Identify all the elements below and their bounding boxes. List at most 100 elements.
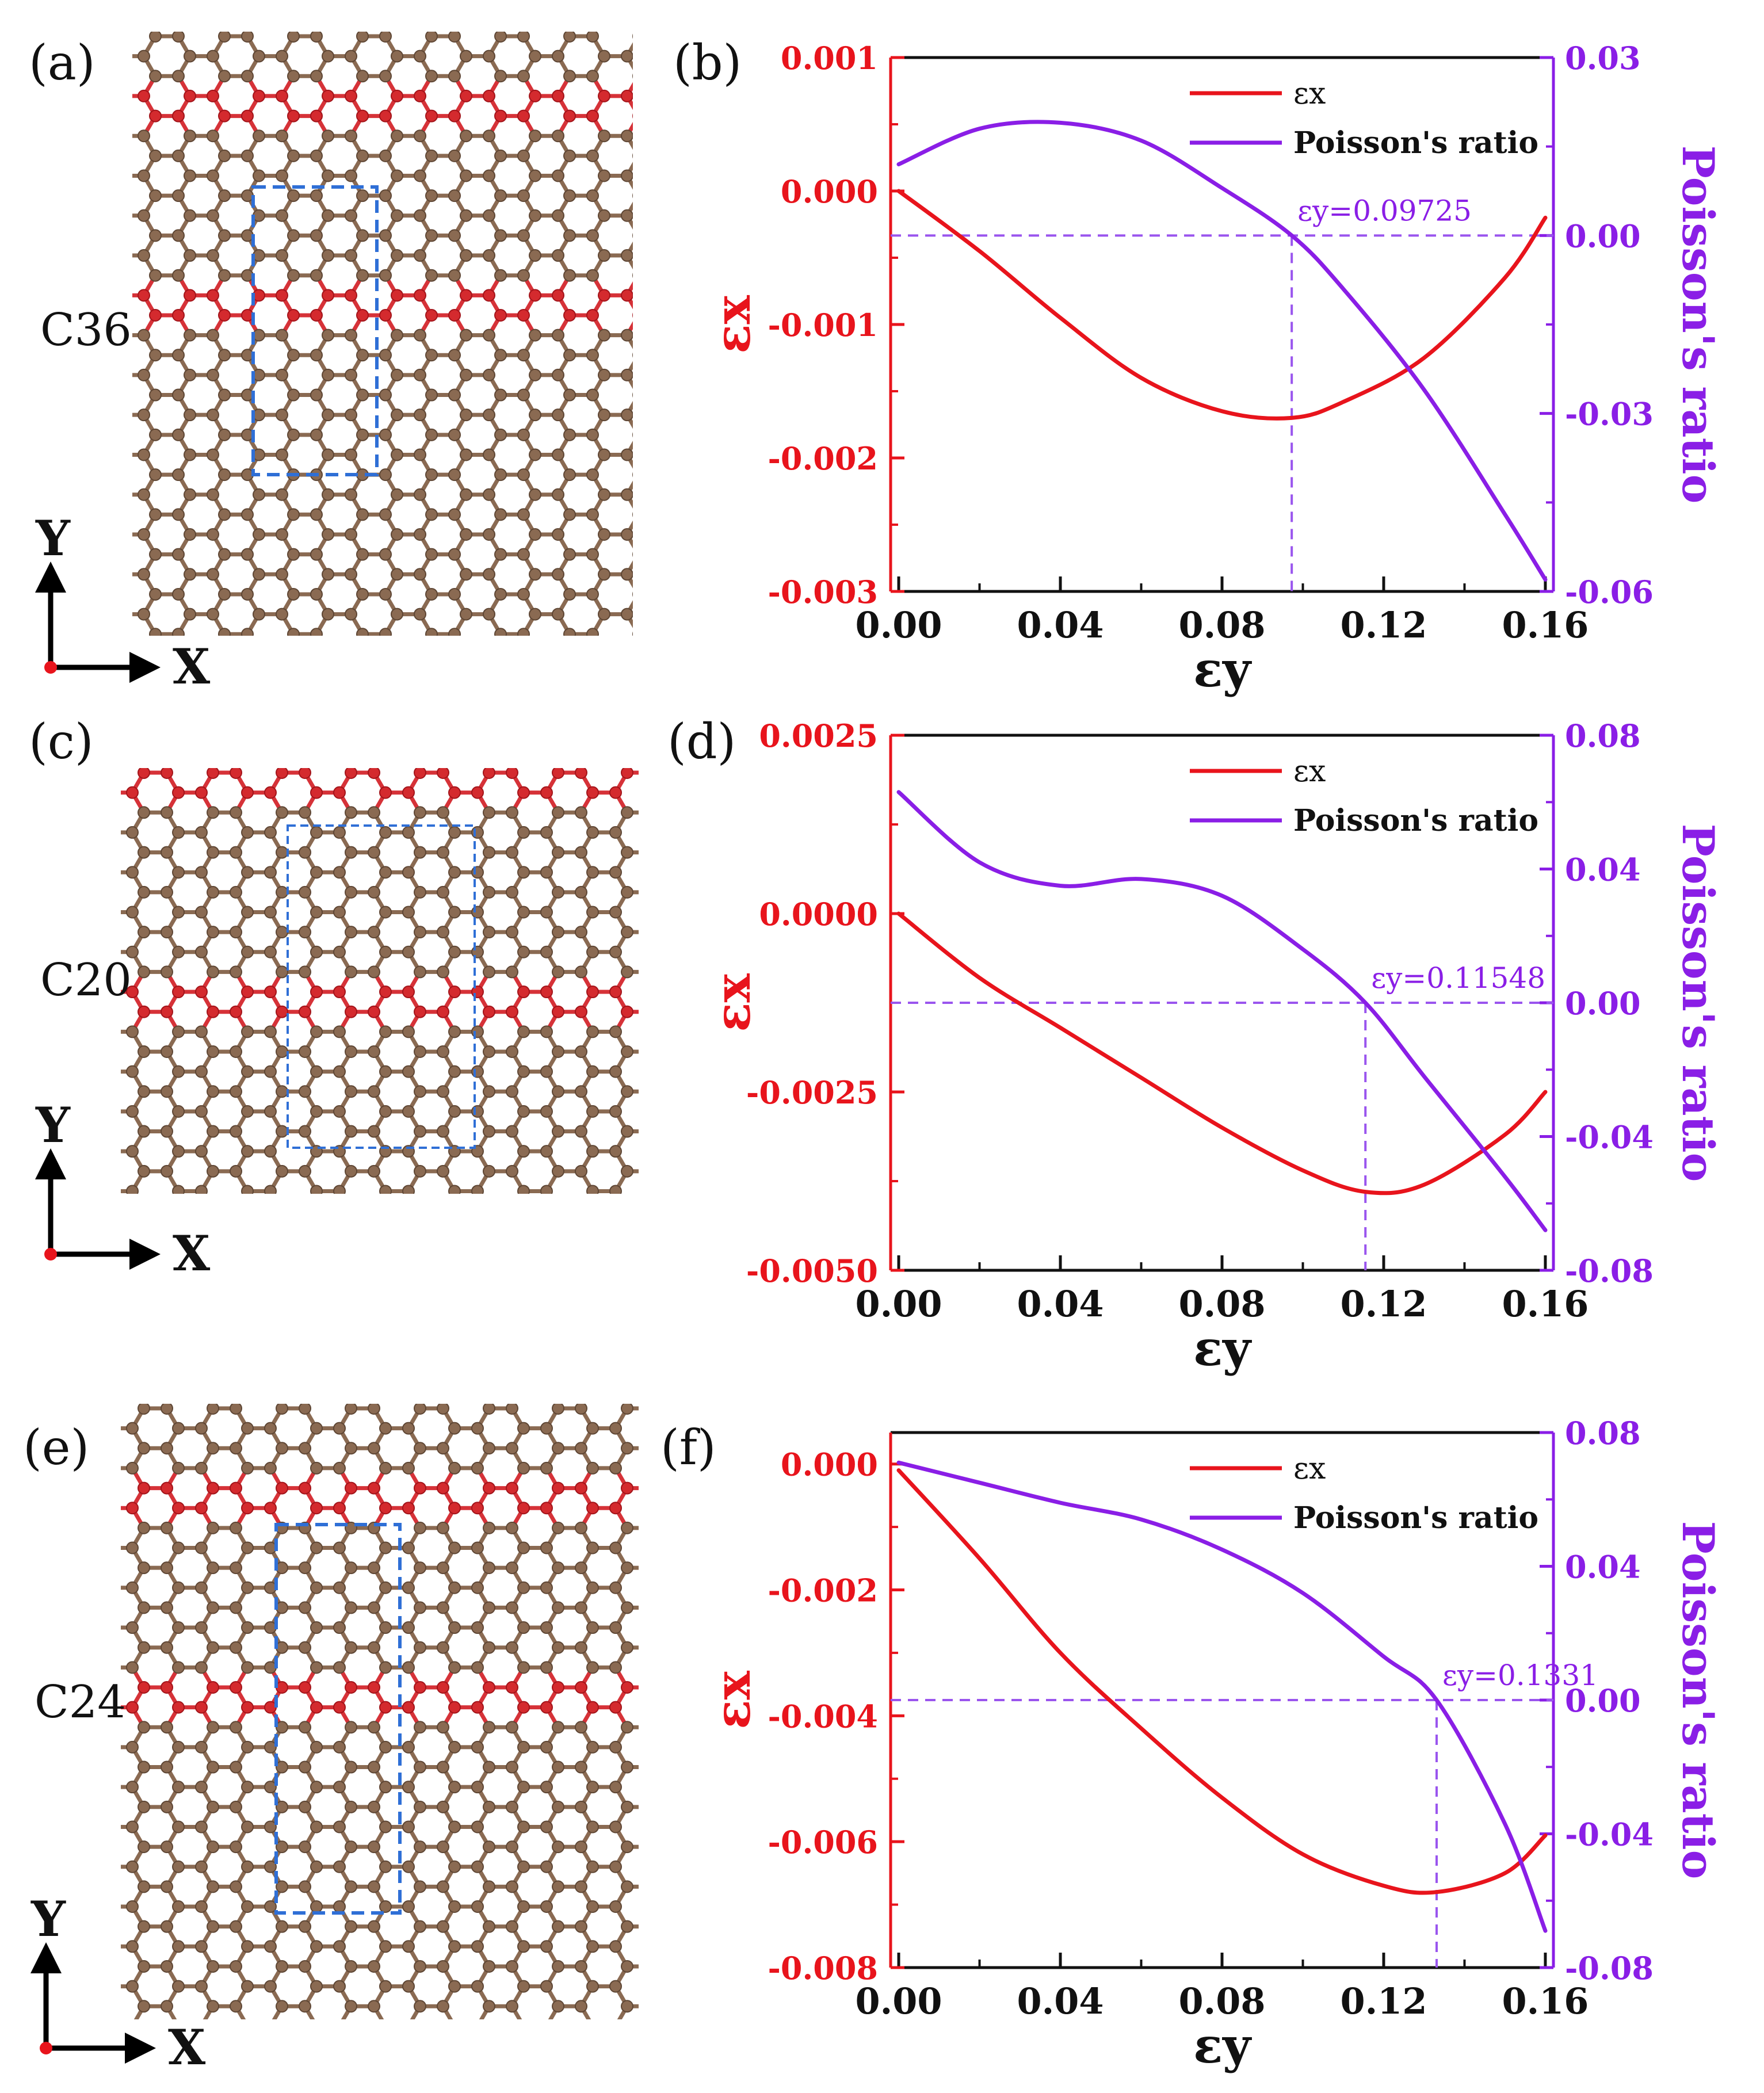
- atom: [230, 1404, 242, 1415]
- atom: [276, 169, 288, 182]
- lattice-a: [81, 32, 679, 660]
- atom: [621, 1442, 633, 1455]
- atom: [621, 249, 633, 262]
- atom: [241, 587, 254, 601]
- atom: [104, 1026, 115, 1037]
- atom: [586, 866, 599, 879]
- axis-x-label-c: X: [173, 1225, 211, 1282]
- bond: [650, 1468, 662, 1488]
- atom: [379, 587, 392, 601]
- atom: [322, 488, 334, 501]
- atom: [460, 49, 472, 63]
- atom: [517, 866, 530, 879]
- atom: [138, 1680, 150, 1694]
- atom: [172, 32, 185, 43]
- bond: [98, 1508, 109, 1528]
- atom: [483, 488, 495, 501]
- x-tick-label: 0.12: [1340, 604, 1427, 646]
- right-tick-label: -0.08: [1565, 1252, 1654, 1289]
- atom: [517, 587, 530, 601]
- atom: [368, 1880, 380, 1893]
- atom: [540, 1541, 553, 1555]
- atom: [517, 508, 530, 521]
- atom: [552, 408, 564, 422]
- atom: [241, 628, 254, 636]
- x-tick-label: 0.04: [1017, 604, 1104, 646]
- atom: [149, 32, 162, 43]
- atom: [644, 1126, 656, 1137]
- atom: [667, 648, 679, 660]
- atom: [356, 628, 369, 636]
- atom: [471, 1185, 484, 1194]
- atom: [264, 945, 277, 958]
- bond: [98, 1987, 109, 2007]
- atom: [656, 1106, 667, 1117]
- atom: [379, 1502, 392, 1515]
- atom: [414, 2000, 426, 2013]
- series-line-poisson-ratio: [896, 1460, 1548, 1933]
- atom: [138, 1920, 150, 1933]
- atom: [368, 1840, 380, 1854]
- bond: [98, 1946, 109, 1966]
- atom: [425, 508, 438, 521]
- atom: [81, 150, 92, 162]
- atom: [563, 628, 576, 636]
- atom: [679, 1185, 690, 1197]
- bond: [662, 36, 673, 56]
- atom: [494, 587, 507, 601]
- atom: [69, 1166, 81, 1177]
- bond: [662, 594, 673, 614]
- atom: [264, 1065, 277, 1078]
- atom: [379, 388, 392, 402]
- atom: [679, 1145, 690, 1157]
- bond: [109, 475, 121, 495]
- atom: [540, 986, 553, 999]
- bond: [109, 276, 121, 296]
- atom: [172, 786, 185, 799]
- atom: [379, 1461, 392, 1475]
- bond: [662, 76, 673, 96]
- bond: [521, 632, 527, 636]
- atom: [310, 945, 323, 958]
- atom: [667, 529, 679, 540]
- atom: [656, 1026, 667, 1037]
- bond: [662, 375, 673, 395]
- atom: [126, 1940, 139, 1953]
- atom: [402, 1581, 415, 1594]
- atom: [586, 1781, 599, 1794]
- atom: [195, 945, 208, 958]
- series-line-poisson-ratio: [896, 120, 1548, 582]
- atom: [230, 1721, 242, 1734]
- atom: [356, 428, 369, 441]
- atom: [92, 1961, 104, 1972]
- atom: [115, 250, 127, 261]
- atom: [345, 806, 357, 819]
- atom: [517, 1502, 530, 1515]
- atom: [586, 1105, 599, 1118]
- atom: [299, 1442, 311, 1455]
- atom: [253, 49, 265, 63]
- atom: [138, 1125, 150, 1138]
- atom: [609, 1502, 622, 1515]
- atom: [195, 1105, 208, 1118]
- atom: [391, 209, 403, 222]
- atom: [126, 1860, 139, 1873]
- atom: [333, 826, 346, 839]
- atom: [586, 1422, 599, 1435]
- bond: [98, 1927, 109, 1947]
- atom: [656, 1821, 667, 1832]
- atom: [310, 786, 323, 799]
- atom: [138, 1561, 150, 1575]
- atom: [644, 1602, 656, 1613]
- atom: [69, 807, 81, 818]
- bond: [650, 1628, 662, 1648]
- atom: [563, 189, 576, 203]
- series-line-poisson-ratio: [896, 790, 1548, 1232]
- bond: [520, 1189, 526, 1194]
- atom: [460, 209, 472, 222]
- atom: [391, 648, 403, 660]
- atom: [644, 1961, 656, 1972]
- atom: [264, 1185, 277, 1194]
- atom: [621, 89, 633, 102]
- bond: [650, 1052, 662, 1072]
